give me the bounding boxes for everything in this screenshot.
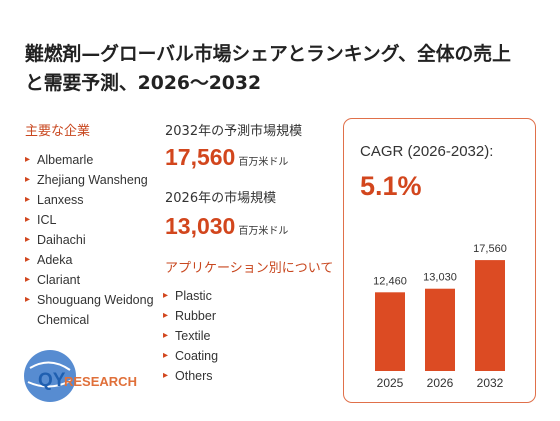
application: Coating	[163, 346, 313, 366]
forecast-unit: 百万米ドル	[238, 157, 289, 168]
value-label: 12,460	[373, 275, 407, 287]
current-value: 13,030	[165, 213, 236, 239]
x-tick-label: 2032	[477, 376, 504, 390]
logo-suffix: RESEARCH	[64, 374, 137, 389]
current-unit: 百万米ドル	[238, 226, 289, 237]
bar	[425, 288, 455, 371]
application: Rubber	[163, 306, 313, 326]
bar	[375, 292, 405, 371]
company: Lanxess	[25, 190, 160, 210]
cagr-label: CAGR (2026-2032):	[360, 143, 494, 160]
value-label: 13,030	[423, 272, 457, 284]
forecast-value: 17,560	[165, 144, 236, 170]
application: Plastic	[163, 286, 313, 306]
forecast: 17,560 百万米ドル	[165, 144, 288, 171]
applications-list: PlasticRubberTextileCoatingOthers	[163, 286, 313, 386]
logo-prefix: QY	[38, 370, 66, 391]
x-tick-label: 2025	[377, 376, 404, 390]
companies-heading: 主要な企業	[25, 124, 91, 139]
title: 難燃剤—グローバル市場シェアとランキング、全体の売上と需要予測、2026～203…	[25, 44, 511, 94]
application: Others	[163, 366, 313, 386]
company: Albemarle	[25, 150, 160, 170]
x-tick-label: 2026	[427, 376, 454, 390]
current: 13,030 百万米ドル	[165, 213, 288, 240]
value-label: 17,560	[473, 243, 507, 255]
cagr-box: CAGR (2026-2032): 5.1% 12,460 2025 13,030 2…	[343, 118, 536, 403]
company: Daihachi	[25, 230, 160, 250]
cagr-value: 5.1%	[360, 171, 422, 201]
company: Zhejiang Wansheng	[25, 170, 160, 190]
company: Adeka	[25, 250, 160, 270]
company: Shouguang Weidong Chemical	[25, 290, 160, 330]
applications-heading: アプリケーション別について	[165, 261, 334, 276]
company: Clariant	[25, 270, 160, 290]
logo: QY RESEARCH	[24, 350, 137, 402]
companies-list: AlbemarleZhejiang WanshengLanxessICLDaih…	[25, 150, 160, 330]
logo-lines	[27, 361, 73, 388]
company: ICL	[25, 210, 160, 230]
forecast-label: 2032年の予測市場規模	[165, 124, 303, 139]
application: Textile	[163, 326, 313, 346]
current-label: 2026年の市場規模	[165, 191, 277, 206]
bar-chart: 12,460 2025 13,030 2026 17,560 2032	[373, 243, 507, 390]
logo-globe	[24, 350, 76, 402]
bar	[475, 260, 505, 371]
